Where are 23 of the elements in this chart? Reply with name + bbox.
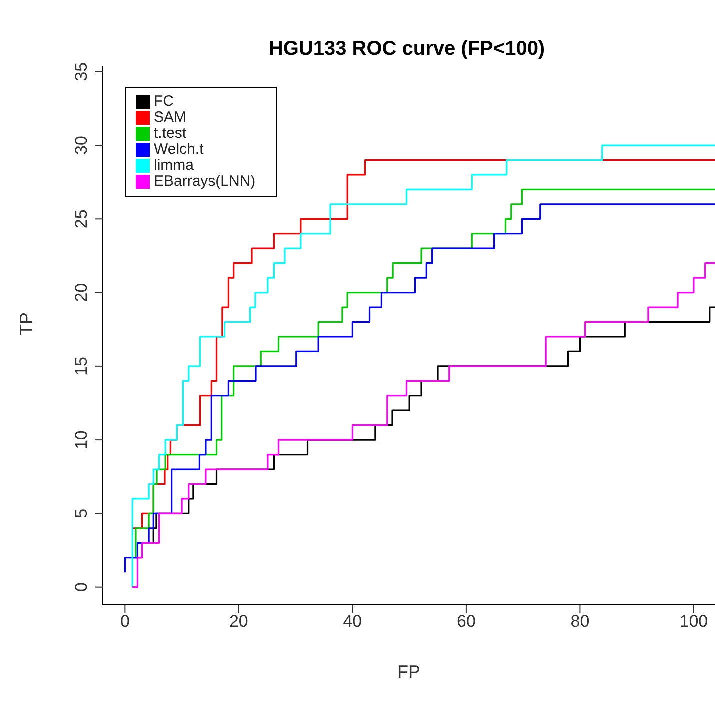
y-tick-label: 30 <box>72 136 91 155</box>
x-tick-label: 60 <box>456 612 476 632</box>
y-axis-title: TP <box>16 312 36 336</box>
y-tick-label: 5 <box>72 508 91 518</box>
chart-title: HGU133 ROC curve (FP<100) <box>268 38 546 61</box>
legend-label: t.test <box>154 125 187 142</box>
y-tick-label: 10 <box>72 430 91 450</box>
x-tick-label: 100 <box>680 612 708 632</box>
legend-label: FC <box>154 93 174 110</box>
y-tick-label: 15 <box>72 356 91 376</box>
legend-label: limma <box>154 157 194 174</box>
y-tick-label: 0 <box>72 582 91 592</box>
legend-label: Welch.t <box>154 141 204 158</box>
x-axis-title: FP <box>397 662 421 682</box>
y-tick-label: 35 <box>72 62 91 82</box>
x-tick-label: 80 <box>570 612 590 632</box>
x-tick-label: 20 <box>229 612 248 632</box>
legend-label: SAM <box>154 109 187 126</box>
x-tick-label: 0 <box>120 612 130 632</box>
y-tick-label: 20 <box>72 283 91 302</box>
legend-label: EBarrays(LNN) <box>154 173 256 190</box>
y-tick-label: 25 <box>72 210 91 229</box>
x-tick-label: 40 <box>343 612 362 632</box>
